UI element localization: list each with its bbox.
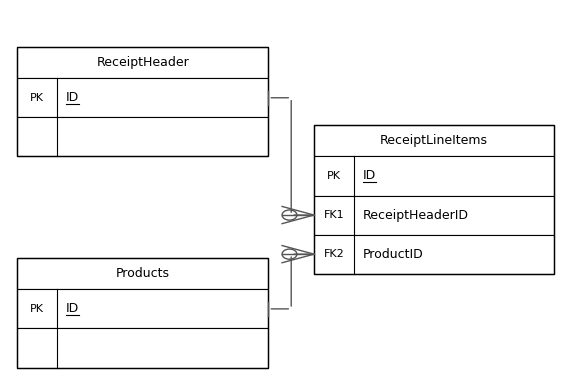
Text: ProductID: ProductID — [363, 248, 423, 261]
Bar — [17, 258, 268, 368]
Text: PK: PK — [30, 93, 44, 103]
Bar — [314, 235, 554, 274]
Bar — [17, 47, 268, 78]
Text: PK: PK — [30, 304, 44, 314]
Bar — [314, 196, 554, 235]
Text: ReceiptHeaderID: ReceiptHeaderID — [363, 208, 469, 222]
Bar — [17, 328, 268, 368]
Bar — [17, 289, 268, 328]
Bar — [314, 156, 554, 196]
Bar — [17, 78, 268, 117]
Bar — [17, 117, 268, 156]
Text: PK: PK — [327, 171, 341, 181]
Bar — [314, 125, 554, 274]
Bar — [314, 125, 554, 156]
Text: ID: ID — [363, 169, 376, 183]
Bar — [17, 47, 268, 156]
Text: ID: ID — [66, 302, 79, 316]
Text: ID: ID — [66, 91, 79, 104]
Bar — [17, 258, 268, 289]
Text: ReceiptLineItems: ReceiptLineItems — [380, 134, 488, 147]
Text: FK1: FK1 — [324, 210, 344, 220]
Text: FK2: FK2 — [324, 249, 344, 259]
Text: ReceiptHeader: ReceiptHeader — [96, 56, 189, 69]
Text: Products: Products — [116, 267, 170, 280]
